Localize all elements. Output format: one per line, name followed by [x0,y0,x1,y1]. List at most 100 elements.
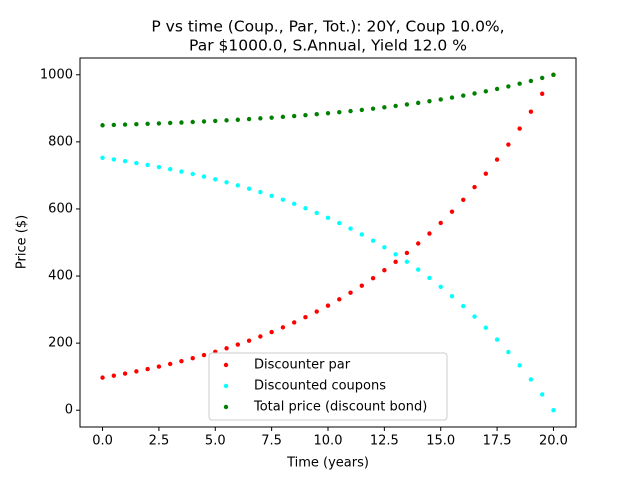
point [404,259,410,264]
point [190,171,195,177]
point [122,122,128,127]
point [201,174,207,179]
point [213,177,218,182]
point [528,109,534,114]
point [325,111,331,116]
point [337,110,342,115]
point [551,72,556,77]
point [145,162,150,168]
point [528,78,534,84]
point [303,314,308,320]
point [551,408,556,413]
point [280,114,286,120]
legend-marker [223,383,229,389]
point [134,122,139,127]
x-tick-label: 15.0 [426,434,455,449]
point [303,206,308,211]
point [393,259,398,265]
point [449,95,455,100]
point [258,116,263,121]
point [111,157,117,162]
point [224,180,229,185]
point [483,171,489,176]
point [494,337,500,342]
point [517,363,522,368]
point [179,358,184,364]
point [269,115,274,120]
point [122,159,128,164]
point [314,112,319,117]
chart-title: P vs time (Coup., Par, Tot.): 20Y, Coup … [151,18,504,36]
point [156,121,162,126]
point [201,352,207,358]
point [190,119,195,125]
y-tick-label: 200 [48,336,73,351]
point [449,293,455,299]
point [269,329,274,335]
y-tick-label: 0 [65,403,73,418]
point [156,164,162,170]
point [134,160,139,166]
point [461,93,466,98]
point [201,119,207,124]
point [111,122,117,128]
point [483,89,489,94]
x-tick-label: 5.0 [205,434,226,449]
x-tick-label: 17.5 [483,434,512,449]
point [314,309,319,314]
point [483,325,489,330]
point [224,118,229,123]
point [291,113,297,119]
point [438,220,443,226]
point [449,209,455,214]
x-tick-label: 7.5 [261,434,282,449]
point [472,91,477,96]
point [539,392,545,397]
point [337,220,342,226]
point [359,107,365,113]
point [190,356,195,361]
point [415,241,421,246]
point [438,284,443,289]
x-tick-label: 0.0 [92,434,113,449]
point [258,334,263,339]
point [348,226,353,231]
point [494,157,500,162]
point [291,320,297,325]
legend-label: Discounter par [254,358,351,373]
x-tick-label: 10.0 [314,434,343,449]
point [122,371,128,376]
y-tick-label: 800 [48,134,73,149]
point [517,81,522,86]
point [167,167,173,172]
point [528,377,534,382]
legend-marker [223,362,229,368]
point [325,215,331,221]
point [246,186,252,191]
point [224,346,229,351]
point [404,250,410,256]
point [145,366,150,372]
x-tick-label: 12.5 [370,434,399,449]
y-tick-label: 600 [48,201,73,216]
point [370,275,376,281]
legend-label: Total price (discount bond) [253,400,427,415]
y-tick-label: 400 [48,269,73,284]
point [382,245,387,250]
point [314,210,319,216]
point [461,197,466,202]
point [382,268,387,273]
chart-title: Par $1000.0, S.Annual, Yield 12.0 % [189,37,467,55]
x-tick-label: 2.5 [149,434,170,449]
point [415,267,421,272]
point [472,314,477,319]
point [404,102,410,107]
point [303,112,308,118]
point [517,126,522,131]
legend-label: Discounted coupons [254,379,386,394]
point [427,231,432,236]
point [382,105,387,110]
point [179,120,184,125]
point [280,197,286,202]
